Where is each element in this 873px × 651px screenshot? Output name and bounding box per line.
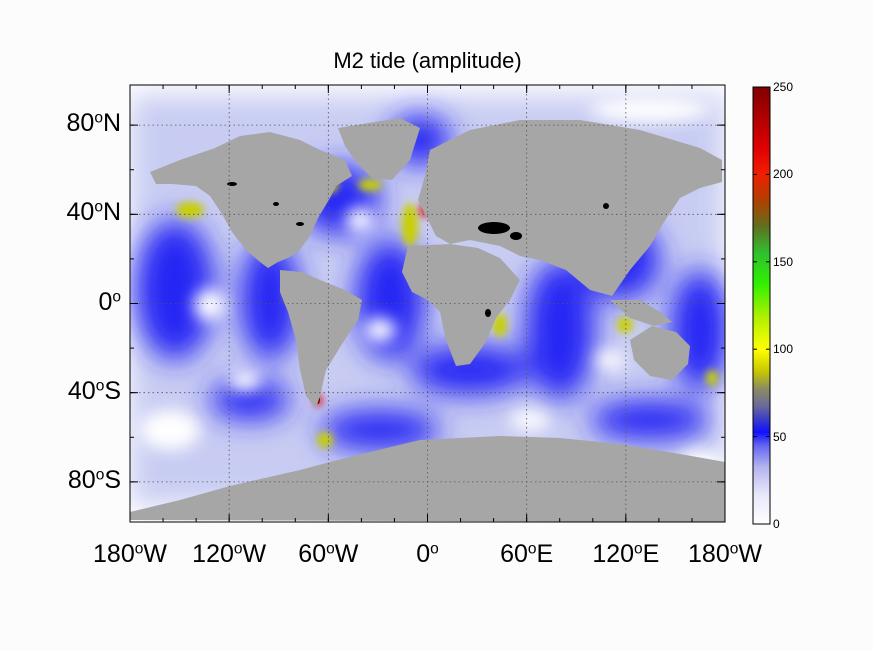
lat-tick-label: 80oN	[66, 109, 122, 138]
lon-tick-label: 120oE	[592, 540, 660, 568]
land-greenland	[338, 118, 420, 180]
lon-tick-label: 60oW	[298, 540, 359, 568]
land-south-america	[280, 270, 362, 408]
land-masses	[130, 118, 725, 522]
lat-tick-label: 40oS	[67, 376, 121, 405]
colorbar-tick-label: 50	[773, 429, 787, 444]
land-eurasia	[418, 120, 722, 296]
lat-tick-label: 80oS	[67, 465, 121, 494]
map-title: M2 tide (amplitude)	[333, 48, 522, 73]
colorbar-ticks	[753, 86, 770, 525]
colorbar-tick-label: 200	[773, 167, 794, 182]
lon-tick-label: 0o	[416, 540, 439, 568]
lon-tick-label: 60oE	[500, 540, 554, 568]
colorbar-tick-label: 250	[773, 80, 794, 94]
land-antarctica	[130, 436, 725, 522]
lon-tick-label: 180oW	[93, 540, 167, 568]
lon-tick-label: 180oW	[688, 540, 762, 568]
black-patches	[227, 182, 609, 317]
land-australia	[630, 326, 690, 380]
land-north-america	[150, 132, 352, 268]
map-gridlines	[130, 85, 725, 522]
lat-tick-label: 0o	[98, 287, 121, 316]
colorbar-tick-label: 150	[773, 254, 794, 269]
colorbar-tick-label: 0	[773, 517, 780, 531]
lon-tick-label: 120oW	[192, 540, 267, 568]
colorbar	[752, 86, 771, 525]
lat-tick-label: 40oN	[66, 198, 122, 227]
map-frame-ticks	[129, 85, 726, 522]
land-africa	[402, 244, 520, 366]
colorbar-tick-label: 100	[773, 342, 794, 357]
colorbar-gradient	[752, 86, 771, 525]
